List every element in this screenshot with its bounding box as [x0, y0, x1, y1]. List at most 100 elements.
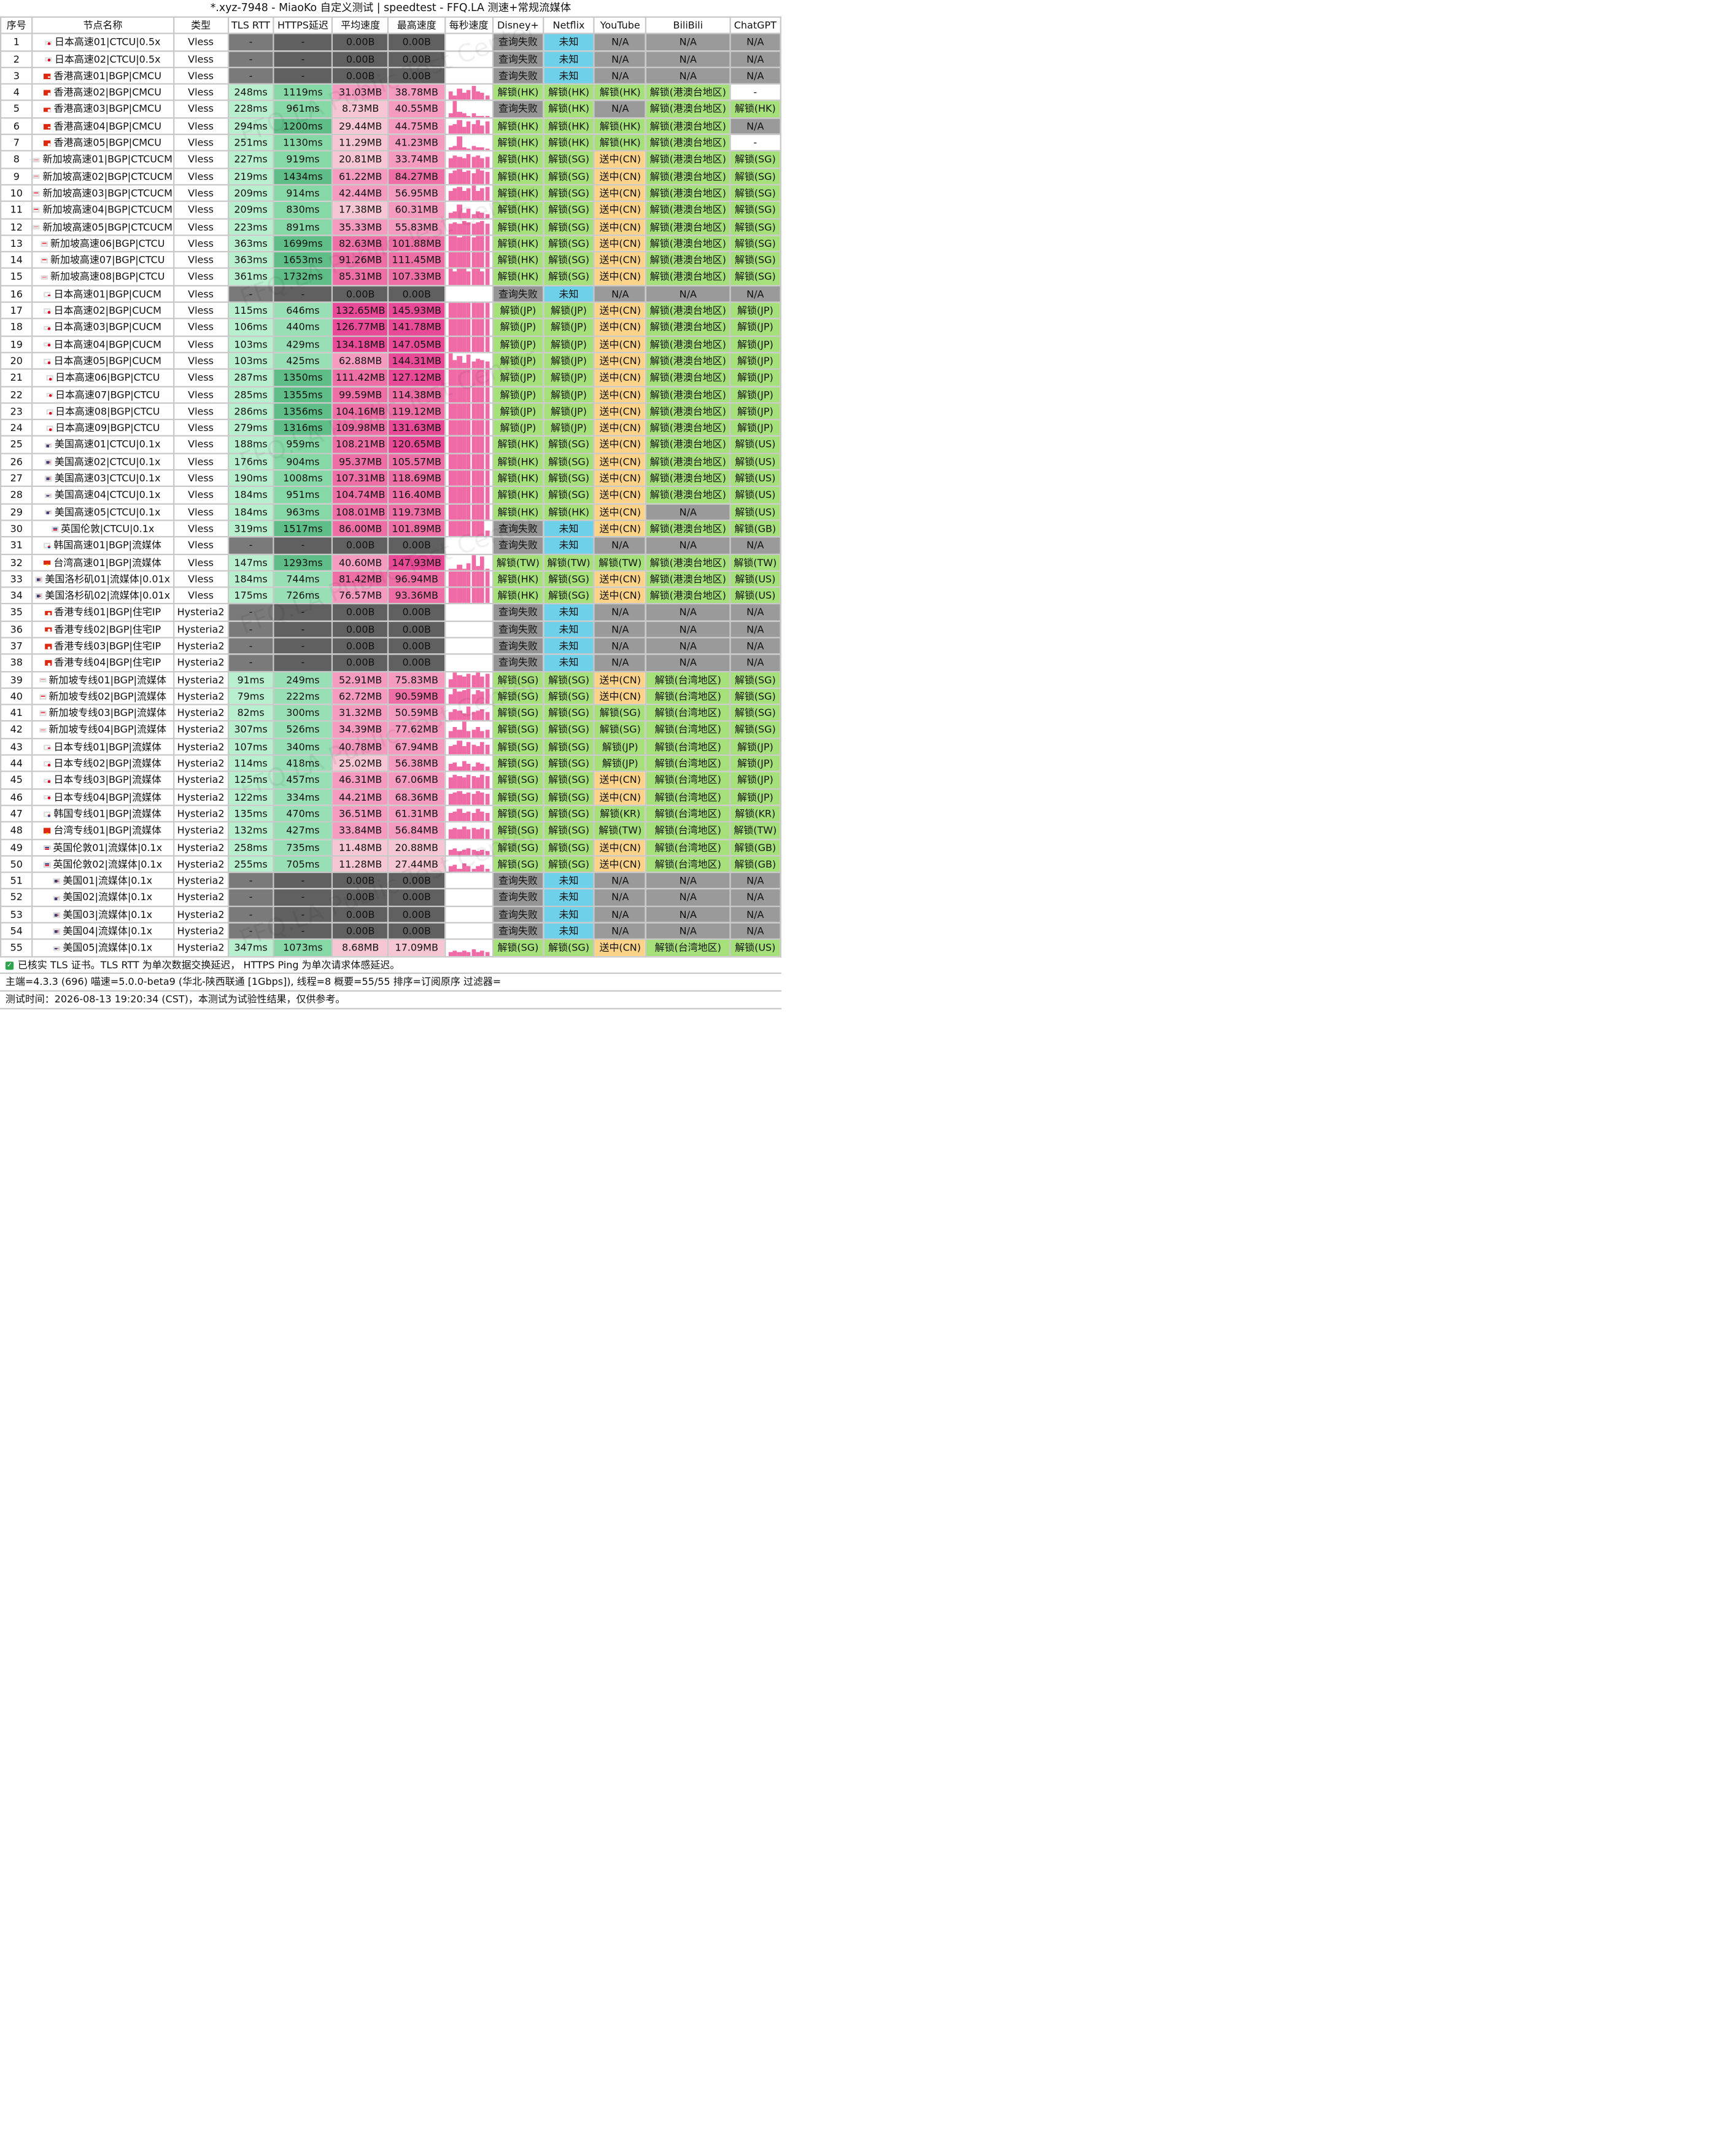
per-second-speed-chart — [444, 469, 494, 488]
table-row[interactable]: 9 新加坡高速02|BGP|CTCUCM Vless 219ms 1434ms 61.22… — [0, 167, 781, 186]
https-latency: 300ms — [273, 704, 333, 723]
https-latency: 418ms — [273, 754, 333, 773]
table-row[interactable]: 43 日本专线01|BGP|流媒体 Hysteria2 107ms 340ms 40.78… — [0, 737, 781, 756]
table-row[interactable]: 31 韩国高速01|BGP|流媒体 Vless - -0.00B 0.00B 查询失败 未知 N… — [0, 536, 781, 555]
table-row[interactable]: 40 新加坡专线02|BGP|流媒体 Hysteria2 79ms 222ms 62.72… — [0, 687, 781, 706]
table-row[interactable]: 45 日本专线03|BGP|流媒体 Hysteria2 125ms 457ms 46.31… — [0, 771, 781, 790]
table-row[interactable]: 27 美国高速03|CTCU|0.1x Vless 190ms 1008ms 107.31… — [0, 469, 781, 488]
table-row[interactable]: 18 日本高速03|BGP|CUCM Vless 106ms 440ms 126.77MB… — [0, 318, 781, 336]
youtube-status: 送中(CN) — [593, 419, 647, 437]
table-row[interactable]: 55 美国05|流媒体|0.1x Hysteria2 347ms 1073ms 8.68M… — [0, 939, 781, 957]
table-row[interactable]: 29 美国高速05|CTCU|0.1x Vless 184ms 963ms 108.01M… — [0, 502, 781, 521]
bilibili-status: 解锁(港澳台地区) — [645, 419, 730, 437]
node-type: Vless — [172, 570, 229, 588]
table-row[interactable]: 14 新加坡高速07|BGP|CTCU Vless 363ms 1653ms 91.26M… — [0, 251, 781, 270]
node-name-text: 新加坡高速07|BGP|CTCU — [50, 254, 165, 266]
column-header[interactable]: TLS RTT — [227, 16, 274, 35]
table-row[interactable]: 42 新加坡专线04|BGP|流媒体 Hysteria2 307ms 526ms 34.3… — [0, 720, 781, 739]
table-row[interactable]: 50 英国伦敦02|流媒体|0.1x Hysteria2 255ms 705ms 11.2… — [0, 855, 781, 874]
avg-speed: 81.42MB — [331, 570, 390, 588]
column-header[interactable]: ChatGPT — [729, 16, 781, 35]
avg-speed: 0.00B — [331, 922, 390, 941]
column-header[interactable]: 类型 — [172, 16, 229, 35]
table-row[interactable]: 20 日本高速05|BGP|CUCM Vless 103ms 425ms 62.88MB 1… — [0, 351, 781, 370]
column-header[interactable]: BiliBili — [645, 16, 730, 35]
column-header[interactable]: YouTube — [593, 16, 647, 35]
table-row[interactable]: 51 美国01|流媒体|0.1x Hysteria2- -0.00B 0.00B 查询失败… — [0, 871, 781, 890]
table-row[interactable]: 26 美国高速02|CTCU|0.1x Vless 176ms 904ms 95.37MB… — [0, 452, 781, 471]
table-row[interactable]: 38 香港专线04|BGP|住宅IP Hysteria2- -0.00B 0.00B 查询… — [0, 653, 781, 672]
row-index: 51 — [0, 871, 33, 890]
netflix-status: 未知 — [543, 637, 595, 655]
chatgpt-status: 解锁(US) — [729, 570, 781, 588]
flag-sg-icon — [39, 728, 47, 733]
node-name: 香港高速01|BGP|CMCU — [31, 66, 174, 85]
table-row[interactable]: 28 美国高速04|CTCU|0.1x Vless 184ms 951ms 104.74M… — [0, 486, 781, 505]
disney-status: 查询失败 — [492, 871, 544, 890]
table-row[interactable]: 23 日本高速08|BGP|CTCU Vless 286ms 1356ms 104.16M… — [0, 402, 781, 421]
column-header[interactable]: 序号 — [0, 16, 33, 35]
column-header[interactable]: Disney+ — [492, 16, 544, 35]
column-header[interactable]: 最高速度 — [387, 16, 446, 35]
table-row[interactable]: 41 新加坡专线03|BGP|流媒体 Hysteria2 82ms 300ms 31.32… — [0, 704, 781, 723]
table-row[interactable]: 3 香港高速01|BGP|CMCU Vless - -0.00B 0.00B 查询失败 未知 N… — [0, 66, 781, 85]
table-row[interactable]: 8 新加坡高速01|BGP|CTCUCM Vless 227ms 919ms 20.81M… — [0, 150, 781, 169]
tls-rtt: - — [227, 871, 274, 890]
table-row[interactable]: 10 新加坡高速03|BGP|CTCUCM Vless 209ms 914ms 42.44… — [0, 184, 781, 203]
table-row[interactable]: 21 日本高速06|BGP|CTCU Vless 287ms 1350ms 111.42M… — [0, 368, 781, 387]
row-index: 39 — [0, 670, 33, 689]
table-row[interactable]: 13 新加坡高速06|BGP|CTCU Vless 363ms 1699ms 82.63M… — [0, 234, 781, 253]
max-speed: 144.31MB — [387, 351, 446, 370]
table-row[interactable]: 24 日本高速09|BGP|CTCU Vless 279ms 1316ms 109.98M… — [0, 419, 781, 437]
table-row[interactable]: 15 新加坡高速08|BGP|CTCU Vless 361ms 1732ms 85.31M… — [0, 268, 781, 286]
table-row[interactable]: 25 美国高速01|CTCU|0.1x Vless 188ms 959ms 108.21M… — [0, 435, 781, 454]
column-header[interactable]: Netflix — [543, 16, 595, 35]
table-row[interactable]: 2 日本高速02|CTCU|0.5x Vless - -0.00B 0.00B 查询失败 未知… — [0, 50, 781, 68]
column-header[interactable]: 每秒速度 — [444, 16, 494, 35]
table-row[interactable]: 46 日本专线04|BGP|流媒体 Hysteria2 122ms 334ms 44.21… — [0, 788, 781, 806]
table-row[interactable]: 30 英国伦敦|CTCU|0.1x Vless 319ms 1517ms 86.00MB 1… — [0, 519, 781, 538]
speed-bar — [457, 120, 462, 133]
table-row[interactable]: 36 香港专线02|BGP|住宅IP Hysteria2- -0.00B 0.00B 查询… — [0, 620, 781, 639]
avg-speed: 109.98MB — [331, 419, 390, 437]
table-row[interactable]: 48 台湾专线01|BGP|流媒体 Hysteria2132ms427ms33.84… — [0, 821, 781, 840]
table-row[interactable]: 5 香港高速03|BGP|CMCU Vless 228ms 961ms 8.73MB 40.… — [0, 100, 781, 119]
table-row[interactable]: 39 新加坡专线01|BGP|流媒体 Hysteria2 91ms 249ms 52.91… — [0, 670, 781, 689]
table-row[interactable]: 33 美国洛杉矶01|流媒体|0.01x Vless 184ms 744ms 81.42M… — [0, 570, 781, 588]
avg-speed: 107.31MB — [331, 469, 390, 488]
row-index: 6 — [0, 117, 33, 136]
table-row[interactable]: 12 新加坡高速05|BGP|CTCUCM Vless 223ms 891ms 35.33… — [0, 217, 781, 236]
column-header[interactable]: HTTPS延迟 — [273, 16, 333, 35]
table-row[interactable]: 34 美国洛杉矶02|流媒体|0.01x Vless 175ms 726ms 76.57M… — [0, 586, 781, 605]
flag-us-icon — [53, 912, 60, 917]
table-row[interactable]: 16 日本高速01|BGP|CUCM Vless - -0.00B 0.00B 查询失败 未知… — [0, 284, 781, 303]
table-row[interactable]: 19 日本高速04|BGP|CUCM Vless 103ms 429ms 134.18MB… — [0, 335, 781, 354]
table-row[interactable]: 52 美国02|流媒体|0.1x Hysteria2- -0.00B 0.00B 查询失败… — [0, 888, 781, 907]
table-row[interactable]: 32 台湾高速01|BGP|流媒体 Vless147ms1293ms40.60MB1… — [0, 553, 781, 572]
table-row[interactable]: 7 香港高速05|BGP|CMCU Vless 251ms 1130ms 11.29MB 4… — [0, 133, 781, 152]
disney-status: 解锁(JP) — [492, 368, 544, 387]
speed-bar — [462, 572, 467, 586]
column-header[interactable]: 节点名称 — [31, 16, 174, 35]
table-row[interactable]: 37 香港专线03|BGP|住宅IP Hysteria2- -0.00B 0.00B 查询… — [0, 637, 781, 655]
table-row[interactable]: 53 美国03|流媒体|0.1x Hysteria2- -0.00B 0.00B 查询失败… — [0, 905, 781, 923]
node-name-text: 日本高速03|BGP|CUCM — [53, 321, 161, 333]
speed-bar — [462, 863, 467, 871]
column-header[interactable]: 平均速度 — [331, 16, 390, 35]
table-row[interactable]: 17 日本高速02|BGP|CUCM Vless 115ms 646ms 132.65MB… — [0, 301, 781, 320]
https-latency: 425ms — [273, 351, 333, 370]
table-row[interactable]: 35 香港专线01|BGP|住宅IP Hysteria2- -0.00B 0.00B 查询… — [0, 603, 781, 622]
table-row[interactable]: 11 新加坡高速04|BGP|CTCUCM Vless 209ms 830ms 17.38… — [0, 201, 781, 219]
table-row[interactable]: 47 韩国专线01|BGP|流媒体 Hysteria2 135ms 470ms 36.51… — [0, 804, 781, 823]
table-row[interactable]: 6 香港高速04|BGP|CMCU Vless 294ms 1200ms 29.44MB 4… — [0, 117, 781, 136]
table-row[interactable]: 22 日本高速07|BGP|CTCU Vless 285ms 1355ms 99.59MB… — [0, 385, 781, 404]
table-row[interactable]: 4 香港高速02|BGP|CMCU Vless 248ms 1119ms 31.03MB 3… — [0, 83, 781, 102]
speed-bar — [485, 572, 490, 586]
speed-bar — [452, 360, 457, 368]
speed-bar — [467, 866, 471, 871]
table-row[interactable]: 44 日本专线02|BGP|流媒体 Hysteria2 114ms 418ms 25.02… — [0, 754, 781, 773]
table-row[interactable]: 54 美国04|流媒体|0.1x Hysteria2- -0.00B 0.00B 查询失败… — [0, 922, 781, 941]
table-row[interactable]: 49 英国伦敦01|流媒体|0.1x Hysteria2 258ms 735ms 11.4… — [0, 838, 781, 857]
table-row[interactable]: 1 日本高速01|CTCU|0.5x Vless - -0.00B 0.00B 查询失败 未知… — [0, 33, 781, 52]
youtube-status: N/A — [593, 637, 647, 655]
